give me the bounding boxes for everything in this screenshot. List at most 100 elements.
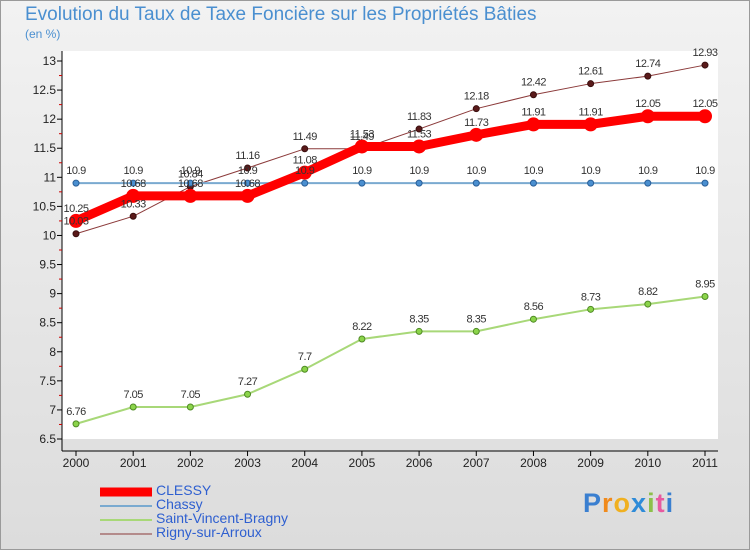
- x-tick-label: 2002: [177, 456, 204, 470]
- data-label-chassy: 10.9: [352, 165, 372, 177]
- data-point-saint-vincent-bragny: [72, 420, 80, 428]
- data-point-rigny-sur-arroux: [129, 212, 137, 220]
- y-tick-label: 8: [49, 345, 56, 359]
- x-tick-label: 2003: [234, 456, 261, 470]
- data-label-chassy: 10.9: [123, 165, 143, 177]
- data-label-saint-vincent-bragny: 8.82: [638, 286, 658, 298]
- y-tick-label: 13: [43, 54, 57, 68]
- data-point-clessy: [698, 109, 712, 124]
- data-point-saint-vincent-bragny: [587, 305, 595, 313]
- data-label-rigny-sur-arroux: 11.49: [293, 131, 318, 143]
- data-point-chassy: [472, 179, 480, 187]
- data-label-clessy: 11.08: [293, 155, 318, 167]
- data-point-rigny-sur-arroux: [701, 61, 709, 69]
- data-point-chassy: [358, 179, 366, 187]
- data-point-clessy: [583, 117, 598, 132]
- data-point-saint-vincent-bragny: [529, 315, 537, 323]
- y-tick-label: 7: [49, 403, 56, 417]
- data-label-clessy: 10.68: [121, 178, 146, 190]
- data-label-rigny-sur-arroux: 10.84: [178, 169, 203, 181]
- x-tick-label: 2005: [349, 456, 376, 470]
- data-label-saint-vincent-bragny: 8.35: [467, 313, 487, 325]
- data-label-clessy: 10.68: [235, 178, 260, 190]
- data-label-chassy: 10.9: [409, 165, 429, 177]
- data-label-rigny-sur-arroux: 12.42: [521, 77, 546, 89]
- x-tick-label: 2010: [634, 456, 661, 470]
- data-label-rigny-sur-arroux: 12.93: [692, 47, 717, 59]
- data-label-rigny-sur-arroux: 12.74: [635, 58, 660, 70]
- data-label-clessy: 10.68: [178, 178, 203, 190]
- data-label-saint-vincent-bragny: 7.05: [123, 389, 143, 401]
- legend-label: Rigny-sur-Arroux: [156, 524, 262, 540]
- data-label-saint-vincent-bragny: 7.7: [298, 351, 312, 363]
- data-label-chassy: 10.9: [581, 165, 601, 177]
- data-point-chassy: [587, 179, 595, 187]
- data-label-clessy: 11.53: [407, 128, 432, 140]
- logo-letter: t: [655, 488, 666, 518]
- data-label-chassy: 10.9: [524, 165, 544, 177]
- data-point-clessy: [126, 188, 141, 203]
- legend-label: Chassy: [156, 496, 203, 512]
- data-point-saint-vincent-bragny: [186, 403, 194, 411]
- data-point-rigny-sur-arroux: [472, 105, 480, 113]
- data-label-clessy: 12.05: [635, 98, 660, 110]
- data-point-clessy: [183, 188, 198, 203]
- y-tick-label: 10: [43, 228, 57, 242]
- logo-letter: i: [647, 488, 656, 518]
- data-label-clessy: 12.05: [692, 98, 717, 110]
- data-label-rigny-sur-arroux: 10.03: [63, 216, 88, 228]
- data-point-chassy: [186, 179, 194, 187]
- data-label-saint-vincent-bragny: 6.76: [66, 406, 86, 418]
- y-axis-unit: (en %): [25, 27, 61, 41]
- x-tick-label: 2004: [291, 456, 318, 470]
- data-label-chassy: 10.9: [295, 165, 315, 177]
- data-label-chassy: 10.9: [66, 165, 86, 177]
- logo-letter: r: [602, 488, 614, 518]
- data-point-saint-vincent-bragny: [301, 365, 309, 373]
- x-tick-label: 2007: [463, 456, 490, 470]
- data-point-clessy: [412, 139, 427, 154]
- plot-area: [62, 51, 718, 439]
- data-label-chassy: 10.9: [181, 165, 201, 177]
- data-label-saint-vincent-bragny: 8.56: [524, 301, 544, 313]
- data-label-rigny-sur-arroux: 11.83: [407, 111, 432, 123]
- y-tick-label: 10.5: [33, 199, 57, 213]
- y-tick-label: 12.5: [33, 83, 57, 97]
- data-point-saint-vincent-bragny: [129, 403, 137, 411]
- data-point-chassy: [529, 179, 537, 187]
- data-point-rigny-sur-arroux: [244, 164, 252, 172]
- data-point-clessy: [469, 127, 484, 142]
- data-point-saint-vincent-bragny: [415, 327, 423, 335]
- data-point-rigny-sur-arroux: [415, 125, 423, 133]
- logo-letter: x: [631, 488, 648, 518]
- data-point-clessy: [640, 109, 655, 124]
- data-label-saint-vincent-bragny: 8.35: [409, 313, 429, 325]
- data-label-chassy: 10.9: [238, 165, 258, 177]
- data-point-rigny-sur-arroux: [529, 91, 537, 99]
- logo-letter: P: [583, 488, 603, 518]
- data-point-saint-vincent-bragny: [358, 335, 366, 343]
- data-label-rigny-sur-arroux: 12.61: [578, 66, 603, 78]
- chart-title: Evolution du Taux de Taxe Foncière sur l…: [25, 4, 537, 25]
- data-point-chassy: [644, 179, 652, 187]
- data-label-chassy: 10.9: [695, 165, 715, 177]
- data-label-clessy: 11.73: [464, 117, 489, 129]
- data-label-clessy: 11.91: [521, 106, 546, 118]
- data-point-clessy: [354, 139, 369, 154]
- data-label-saint-vincent-bragny: 8.22: [352, 321, 372, 333]
- data-label-saint-vincent-bragny: 7.27: [238, 376, 258, 388]
- data-label-rigny-sur-arroux: 11.49: [350, 131, 375, 143]
- data-point-rigny-sur-arroux: [644, 72, 652, 80]
- data-point-clessy: [69, 213, 83, 228]
- legend-swatch: [100, 519, 152, 521]
- data-label-clessy: 11.53: [350, 128, 375, 140]
- data-label-saint-vincent-bragny: 8.95: [695, 279, 715, 291]
- series-line-saint-vincent-bragny: [75, 295, 706, 425]
- x-tick-label: 2006: [406, 456, 433, 470]
- x-tick-label: 2001: [120, 456, 147, 470]
- data-label-rigny-sur-arroux: 12.18: [464, 91, 489, 103]
- y-tick-label: 11.5: [34, 141, 57, 155]
- data-point-clessy: [526, 117, 541, 132]
- y-tick-label: 11: [44, 170, 57, 184]
